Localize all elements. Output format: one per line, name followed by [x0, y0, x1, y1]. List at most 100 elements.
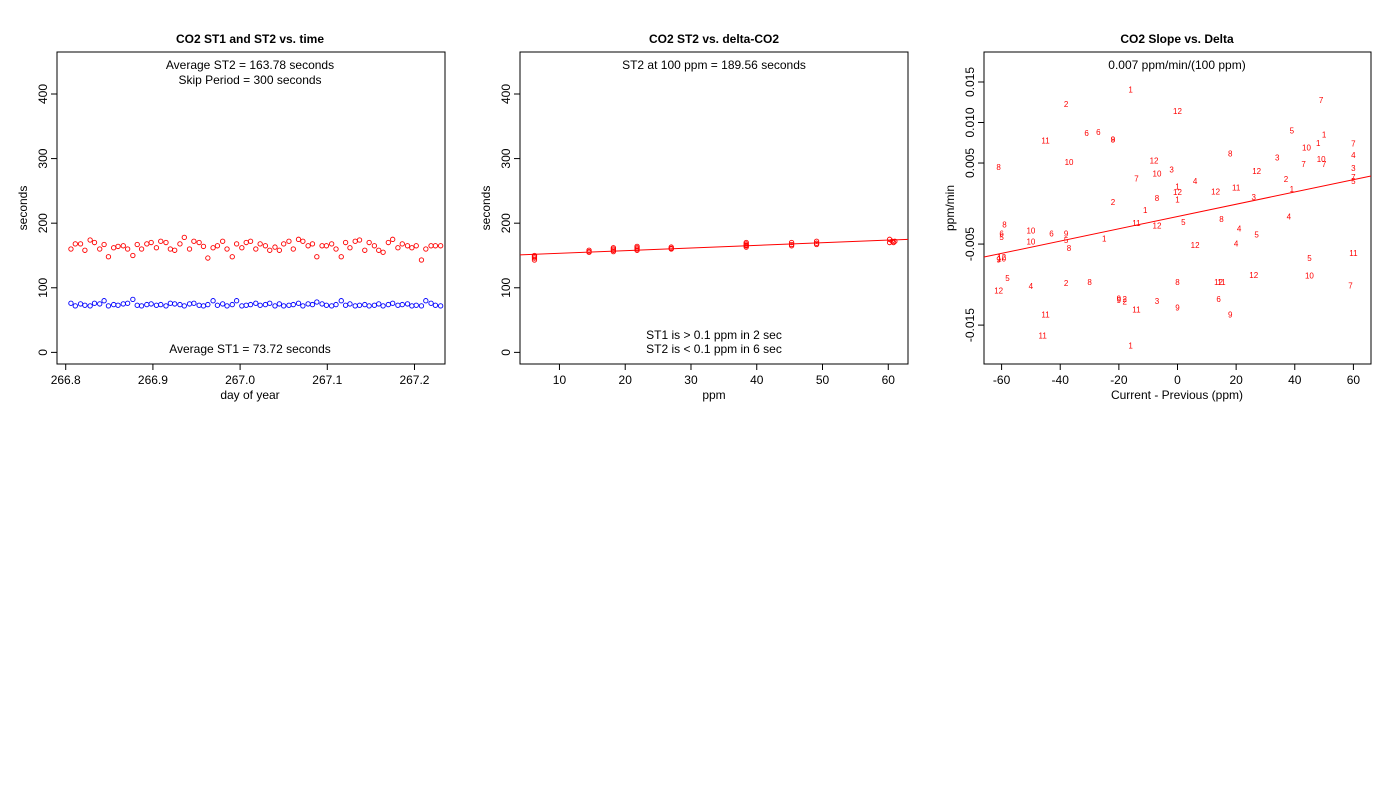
slope-point-label: 2 [1111, 198, 1116, 207]
st1-point [239, 303, 245, 309]
y-tick-label: 100 [36, 277, 50, 297]
st2-point [101, 241, 107, 248]
st2-point [77, 241, 84, 247]
st1-point [77, 301, 84, 307]
y-tick-label: 300 [499, 148, 513, 168]
st2-delta-point [788, 239, 795, 246]
st2-point [247, 238, 254, 244]
y-tick-label: 0 [499, 349, 513, 356]
panel1-plot-box [56, 51, 446, 365]
st2-point [68, 246, 74, 252]
st2-delta-point [889, 238, 895, 244]
st2-point [233, 241, 240, 247]
st1-point [167, 300, 173, 306]
slope-point-label: 12 [1252, 167, 1261, 176]
st1-point [390, 300, 396, 306]
y-tick-label: 200 [36, 213, 50, 233]
st2-point [158, 238, 164, 244]
st1-point [124, 300, 131, 306]
panel1-avg-st1-annotation: Average ST1 = 73.72 seconds [169, 342, 331, 356]
st2-point [432, 243, 439, 249]
y-tick-label: 0.015 [963, 67, 977, 97]
st1-point [196, 302, 202, 308]
slope-point-label: 11 [1232, 183, 1241, 192]
slope-point-label: 3 [1169, 166, 1174, 175]
slope-point-label: 12 [1191, 241, 1200, 250]
st2-point [181, 234, 187, 241]
st2-point [124, 246, 131, 252]
slope-point-label: 11 [1041, 311, 1050, 320]
slope-point-label: 8 [1087, 278, 1092, 287]
slope-point-label: 2 [1123, 295, 1128, 304]
x-tick-label: 267.0 [225, 373, 255, 387]
st2-point [87, 237, 93, 243]
fit-line [519, 238, 909, 256]
st1-point [120, 301, 126, 307]
st2-point [105, 254, 112, 260]
st2-point [309, 241, 316, 247]
slope-point-label: 5 [1181, 218, 1186, 227]
st1-point [191, 300, 197, 306]
slope-point-label: 10 [1153, 170, 1162, 179]
st2-delta-point [610, 245, 617, 251]
slope-point-label: 12 [1211, 187, 1220, 196]
panel2-y-axis-label: seconds [479, 186, 493, 231]
st1-point [138, 303, 145, 309]
st2-point [281, 241, 287, 247]
slope-point-label: 7 [1301, 160, 1306, 169]
st1-point [200, 303, 207, 309]
y-tick-label: 100 [499, 277, 513, 297]
st2-point [167, 246, 173, 252]
st1-point [97, 301, 103, 307]
st2-point [153, 245, 160, 251]
st1-point [130, 296, 136, 303]
st2-point [243, 239, 249, 246]
panel2-title: CO2 ST2 vs. delta-CO2 [649, 32, 779, 46]
st2-point [111, 245, 117, 251]
slope-point-label: 1 [1316, 139, 1321, 148]
st1-point [186, 301, 193, 307]
panel-slope-vs-delta: CO2 Slope vs. Delta -60 -40 -20 0 20 40 60 -0.0… [943, 32, 1372, 402]
slope-point-label: 1 [1175, 183, 1180, 192]
slope-point-label: 11 [1349, 249, 1358, 258]
st2-point [404, 243, 411, 249]
slope-point-label: 11 [1041, 136, 1050, 145]
st1-point [413, 302, 419, 308]
st2-point [276, 247, 282, 253]
y-tick-label: 400 [36, 84, 50, 104]
st2-point [134, 241, 140, 248]
st2-point [437, 243, 444, 249]
y-tick-label: 200 [499, 213, 513, 233]
slope-point-label: 4 [1029, 282, 1034, 291]
st2-delta-point [586, 247, 592, 253]
st1-point [385, 301, 391, 308]
st2-delta-point [788, 241, 795, 248]
st1-point [404, 301, 411, 307]
panel3-slope-annotation: 0.007 ppm/min/(100 ppm) [1108, 58, 1245, 72]
st1-point [395, 302, 401, 308]
st2-point [366, 239, 372, 246]
st1-point [224, 303, 230, 309]
st2-point [144, 241, 150, 247]
st1-point [134, 302, 140, 308]
slope-point-label: 4 [1287, 213, 1292, 222]
panel3-y-axis-label: ppm/min [943, 185, 957, 231]
st2-point [253, 246, 259, 252]
slope-point-label: 4 [1193, 177, 1198, 186]
panel1-avg-st2-annotation: Average ST2 = 163.78 seconds [166, 58, 334, 72]
st1-point [72, 303, 78, 309]
slope-point-label: 7 [1351, 140, 1356, 149]
slope-point-label: 8 [1155, 194, 1160, 203]
slope-point-label: 5 [999, 233, 1004, 242]
st2-point [72, 241, 78, 247]
st1-point [342, 302, 349, 308]
x-tick-label: -60 [993, 373, 1011, 387]
st2-point [262, 243, 269, 249]
st2-point [200, 243, 207, 250]
x-tick-label: 30 [684, 373, 698, 387]
st2-point [409, 245, 415, 251]
y-tick-label: -0.005 [963, 227, 977, 261]
st2-point [130, 252, 136, 259]
st2-point [267, 247, 273, 253]
st2-point [191, 238, 197, 244]
